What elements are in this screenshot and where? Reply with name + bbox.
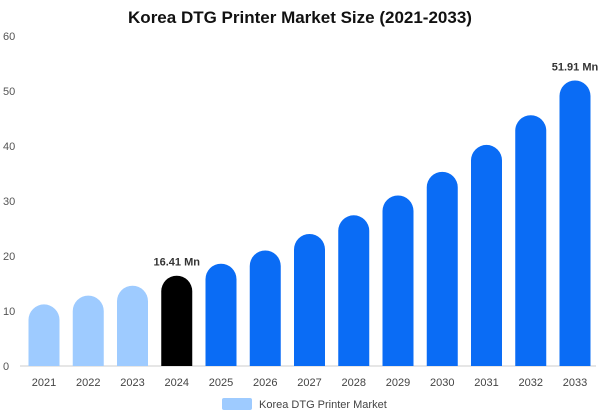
bar-2024 bbox=[161, 275, 193, 366]
bar-2030 bbox=[426, 171, 458, 366]
data-label-2024: 16.41 Mn bbox=[154, 257, 201, 269]
bar-2031 bbox=[471, 144, 502, 366]
y-tick-label: 20 bbox=[3, 251, 15, 263]
x-tick-label: 2021 bbox=[32, 377, 56, 389]
bar-2021 bbox=[28, 304, 60, 366]
y-tick-label: 50 bbox=[3, 86, 15, 98]
x-tick-label: 2031 bbox=[474, 377, 498, 389]
y-tick-label: 40 bbox=[3, 141, 15, 153]
x-axis: 2021 2022 2023 2024 2025 2026 2027 2028 2029 2030… bbox=[32, 377, 587, 389]
chart-title: Korea DTG Printer Market Size (2021-2033… bbox=[128, 8, 472, 27]
y-tick-label: 0 bbox=[3, 361, 9, 373]
bar-2025 bbox=[205, 263, 237, 366]
bar-2026 bbox=[249, 250, 281, 366]
y-tick-label: 60 bbox=[3, 31, 15, 43]
bar-2032 bbox=[515, 115, 547, 366]
bar-2022 bbox=[72, 295, 104, 366]
x-tick-label: 2028 bbox=[342, 377, 366, 389]
y-tick-label: 30 bbox=[3, 196, 15, 208]
x-tick-label: 2032 bbox=[519, 377, 543, 389]
legend: Korea DTG Printer Market bbox=[222, 398, 387, 411]
x-tick-label: 2024 bbox=[165, 377, 189, 389]
x-tick-label: 2027 bbox=[297, 377, 321, 389]
x-tick-label: 2033 bbox=[563, 377, 587, 389]
x-tick-label: 2022 bbox=[76, 377, 100, 389]
bar-2028 bbox=[338, 215, 370, 366]
y-axis: 0 10 20 30 40 50 60 bbox=[3, 31, 15, 373]
bar-2023 bbox=[117, 285, 148, 366]
legend-swatch bbox=[222, 398, 252, 410]
x-tick-label: 2030 bbox=[430, 377, 454, 389]
x-tick-label: 2026 bbox=[253, 377, 277, 389]
bars-group bbox=[28, 80, 591, 367]
y-tick-label: 10 bbox=[3, 306, 15, 318]
x-tick-label: 2025 bbox=[209, 377, 233, 389]
bar-2033 bbox=[559, 80, 591, 367]
data-labels: 16.41 Mn 51.91 Mn bbox=[154, 61, 599, 268]
bar-2029 bbox=[382, 195, 414, 366]
x-tick-label: 2023 bbox=[120, 377, 144, 389]
x-tick-label: 2029 bbox=[386, 377, 410, 389]
bar-2027 bbox=[294, 233, 325, 366]
legend-label: Korea DTG Printer Market bbox=[259, 399, 387, 411]
data-label-2033: 51.91 Mn bbox=[552, 61, 599, 73]
